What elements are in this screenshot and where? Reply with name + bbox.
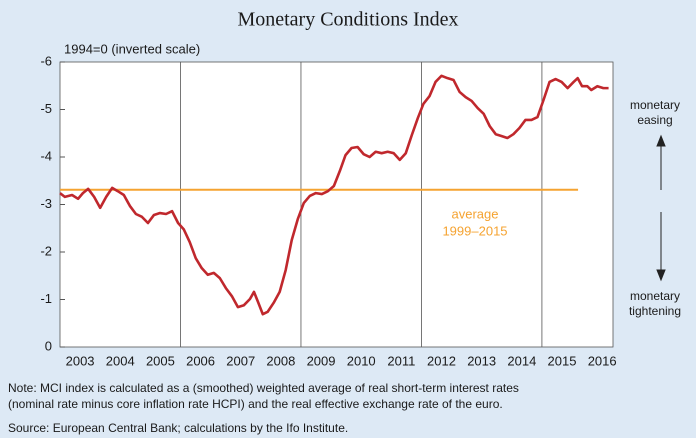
annotation: monetary bbox=[630, 98, 680, 112]
source: Source: European Central Bank; calculati… bbox=[8, 421, 348, 435]
x-tick-label: 2003 bbox=[66, 353, 95, 368]
x-tick-label: 2008 bbox=[266, 353, 295, 368]
y-axis-label: 1994=0 (inverted scale) bbox=[64, 41, 200, 56]
x-tick-label: 2009 bbox=[307, 353, 336, 368]
x-tick-label: 2016 bbox=[588, 353, 617, 368]
x-tick-label: 2015 bbox=[548, 353, 577, 368]
arrows bbox=[656, 134, 666, 282]
y-tick-label: 0 bbox=[45, 338, 52, 353]
x-tick-label: 2011 bbox=[387, 353, 415, 368]
annotation: monetary bbox=[630, 289, 680, 303]
plot-area bbox=[59, 61, 614, 348]
y-tick-label: -5 bbox=[40, 101, 52, 116]
x-tick-label: 2013 bbox=[467, 353, 496, 368]
average-label: 1999–2015 bbox=[442, 223, 507, 238]
mci-line bbox=[59, 74, 609, 316]
y-tick-label: -3 bbox=[40, 196, 52, 211]
note: Note: MCI index is calculated as a (smoo… bbox=[8, 381, 519, 395]
y-tick-label: -6 bbox=[40, 53, 52, 68]
chart-title: Monetary Conditions Index bbox=[237, 9, 458, 31]
average-label: average bbox=[452, 206, 499, 221]
y-tick-label: -4 bbox=[40, 148, 52, 163]
x-tick-label: 2005 bbox=[146, 353, 175, 368]
annotation: easing bbox=[637, 113, 672, 127]
x-tick-label: 2014 bbox=[507, 353, 536, 368]
x-tick-label: 2007 bbox=[226, 353, 255, 368]
x-tick-label: 2010 bbox=[347, 353, 376, 368]
note: (nominal rate minus core inflation rate … bbox=[8, 397, 503, 411]
x-tick-label: 2004 bbox=[106, 353, 135, 368]
annotation: tightening bbox=[629, 304, 681, 318]
y-tick-label: -1 bbox=[40, 291, 52, 306]
x-tick-label: 2006 bbox=[186, 353, 215, 368]
y-tick-label: -2 bbox=[40, 243, 52, 258]
x-tick-label: 2012 bbox=[427, 353, 456, 368]
